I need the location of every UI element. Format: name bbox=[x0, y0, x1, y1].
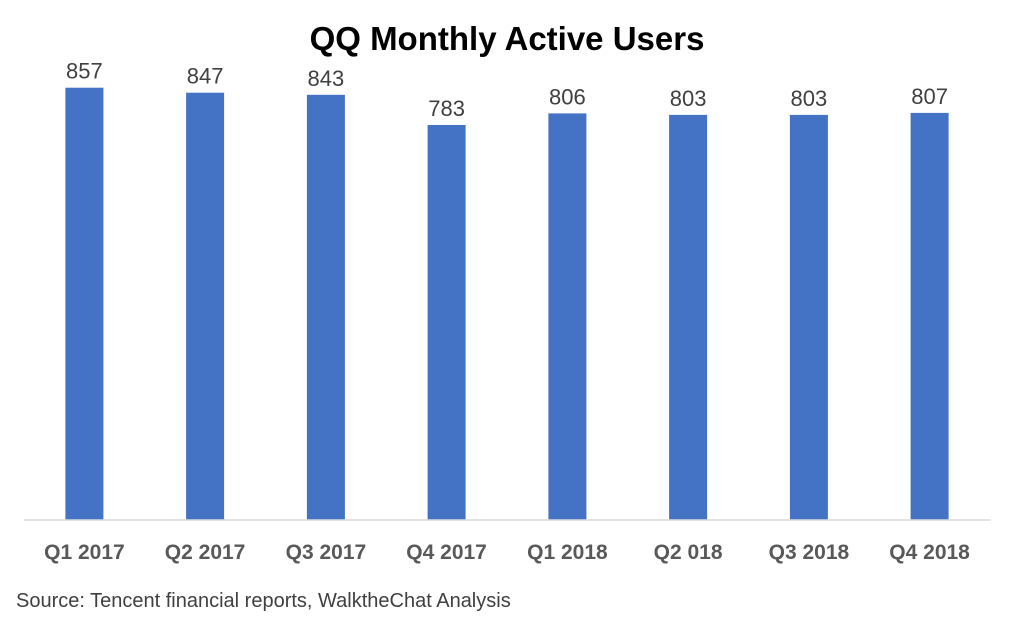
x-tick-label-q2-018: Q2 018 bbox=[654, 541, 723, 564]
value-labels-group: 857 847 843 783 806 803 803 807 bbox=[66, 59, 948, 121]
chart-title: QQ Monthly Active Users bbox=[310, 20, 705, 57]
value-label-q3-2018: 803 bbox=[791, 86, 828, 111]
x-tick-label-q4-2018: Q4 2018 bbox=[889, 541, 970, 564]
x-tick-label-q1-2017: Q1 2017 bbox=[44, 541, 125, 564]
bar-q1-2017 bbox=[65, 87, 104, 520]
value-label-q4-2018: 807 bbox=[911, 84, 948, 109]
bar-q4-2017 bbox=[427, 125, 466, 520]
bar-q3-2018 bbox=[789, 114, 828, 521]
bar-q3-2017 bbox=[306, 94, 345, 521]
x-tick-label-q1-2018: Q1 2018 bbox=[527, 541, 608, 564]
value-label-q1-2017: 857 bbox=[66, 59, 103, 84]
x-tick-label-q2-2017: Q2 2017 bbox=[165, 541, 246, 564]
x-tick-labels-group: Q1 2017 Q2 2017 Q3 2017 Q4 2017 Q1 2018 Q2 01… bbox=[44, 541, 970, 564]
value-label-q4-2017: 783 bbox=[428, 96, 465, 121]
value-label-q3-2017: 843 bbox=[308, 66, 345, 91]
value-label-q2-018: 803 bbox=[670, 86, 707, 111]
bars-group bbox=[65, 87, 949, 521]
x-tick-label-q3-2018: Q3 2018 bbox=[769, 541, 850, 564]
bar-q2-018 bbox=[669, 114, 708, 521]
x-tick-label-q4-2017: Q4 2017 bbox=[406, 541, 487, 564]
value-label-q2-2017: 847 bbox=[187, 64, 224, 89]
source-note: Source: Tencent financial reports, Walkt… bbox=[16, 590, 511, 612]
bar-q1-2018 bbox=[548, 113, 587, 521]
bar-q2-2017 bbox=[186, 92, 225, 520]
bar-q4-2018 bbox=[910, 112, 949, 521]
value-label-q1-2018: 806 bbox=[549, 84, 586, 109]
x-tick-label-q3-2017: Q3 2017 bbox=[286, 541, 367, 564]
